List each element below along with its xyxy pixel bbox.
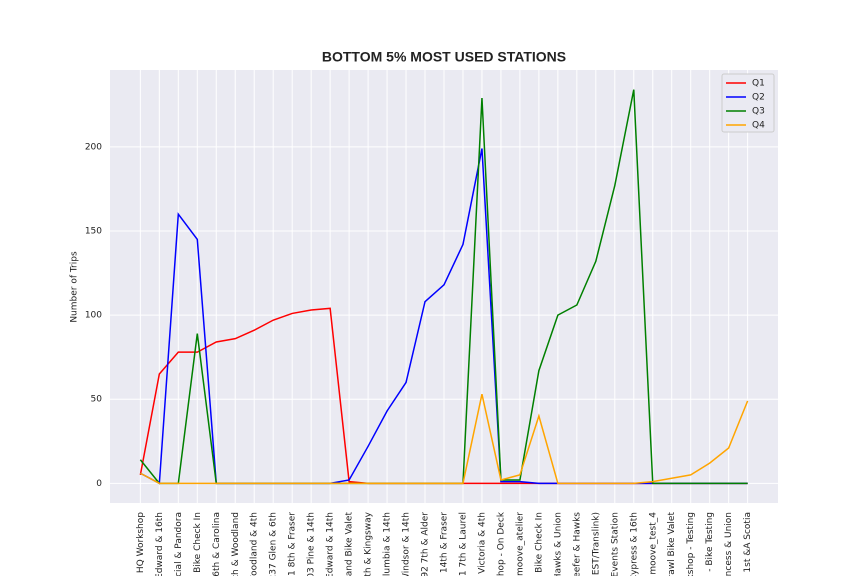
x-tick-label: s Victoria & 4th [477,512,487,576]
x-tick-label: cial & Pandora [174,512,184,576]
x-tick-label: Edward & 16th [155,512,165,576]
y-axis-label: Number of Trips [70,251,80,323]
x-tick-label: 03 Pine & 14th [307,512,317,576]
legend-label: Q4 [752,121,765,131]
x-tick-label: 14th & Fraser [440,512,450,573]
y-tick-label: 50 [91,395,103,405]
x-tick-label: moove_test_4 [648,512,658,575]
x-tick-label: Windsor & 14th [402,512,412,576]
x-tick-label: moove_atelier [515,512,525,576]
x-tick-label: 1st &A Scotia [743,512,753,573]
x-tick-label: Edward & 14th [326,512,336,576]
legend: Q1 Q2 Q3 Q4 [721,73,775,133]
legend-label: Q1 [752,79,765,89]
x-tick-label: 237 Glen & 6th [269,512,279,576]
legend-label: Q2 [752,93,765,103]
y-tick-label: 100 [85,311,102,321]
x-tick-label: 6th & Carolina [212,512,222,576]
y-tick-label: 0 [96,479,102,489]
legend-label: Q3 [752,107,765,117]
x-tick-label: Bike Check In [193,512,203,573]
legend-box [721,73,775,133]
x-tick-label: Hawks & Union [553,512,563,576]
x-tick-label: olumbia & 14th [383,512,393,576]
line [140,393,749,485]
x-tick-label: hop - On Deck [496,511,506,576]
x-tick-label: eefer & Hawks [572,512,582,576]
x-tick-label: kshop - Testing [686,512,696,576]
x-tick-label: Bike Check In [534,512,544,573]
x-tick-label: Events Station [610,512,620,576]
x-tick-label: EST/Translink) [591,512,601,575]
x-tick-label: th & Woodland [231,512,241,576]
x-tick-label: ncess & Union [724,512,734,576]
x-tick-label: 1 8th & Fraser [288,512,298,576]
x-tick-label: Cypress & 16th [629,512,639,576]
x-tick-label: and Bike Valet [345,512,355,576]
chart-title: BOTTOM 5% MOST USED STATIONS [322,49,566,65]
x-tick-label: 1 7th & Laurel [458,512,468,576]
x-tick-label: - Bike Testing [705,512,715,572]
y-tick-label: 150 [85,226,102,236]
x-tick-label: 92 7th & Alder [421,512,431,576]
y-tick-label: 200 [85,142,102,152]
x-tick-label: HQ Workshop [136,512,146,573]
x-tick-label: th & Kingsway [364,511,374,576]
x-tick-label: rawl Bike Valet [667,512,677,576]
x-tick-label: Woodland & 4th [250,512,260,576]
